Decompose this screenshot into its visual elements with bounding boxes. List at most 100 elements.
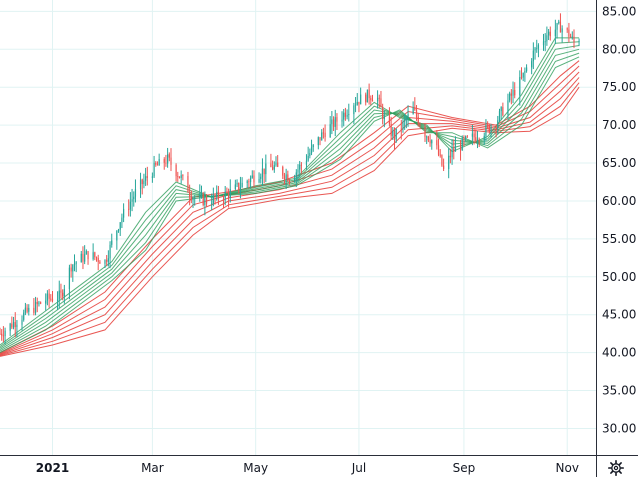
long-ma-line: [0, 86, 580, 357]
y-tick-label: 45.00: [602, 308, 636, 322]
candle-body: [524, 71, 526, 73]
candle-body: [46, 293, 49, 301]
candle-body: [498, 111, 501, 121]
candle-body: [329, 124, 331, 138]
candle-body: [21, 319, 23, 325]
candle-body: [117, 229, 120, 231]
candle-body: [182, 175, 184, 177]
candle-body: [568, 29, 570, 37]
candle-body: [249, 177, 252, 183]
candle-body: [12, 322, 15, 328]
candle-body: [187, 176, 189, 193]
candle-body: [395, 128, 397, 140]
candle-body: [226, 191, 228, 193]
candle-body: [1, 333, 3, 336]
candle-body: [571, 36, 573, 38]
candle-body: [106, 260, 108, 262]
candle-body: [222, 198, 225, 200]
y-tick-label: 30.00: [602, 421, 636, 435]
candle-body: [392, 130, 394, 136]
candle-body: [288, 180, 291, 182]
candle-body: [224, 191, 226, 200]
long-ma-line: [0, 65, 580, 354]
candle-body: [419, 123, 421, 127]
candle-body: [85, 251, 87, 255]
candle-body: [107, 258, 109, 262]
candle-body: [204, 197, 206, 206]
candle-body: [156, 164, 159, 166]
y-tick-label: 50.00: [602, 270, 636, 284]
long-ma-line: [0, 82, 580, 357]
candle-body: [272, 167, 274, 170]
y-tick-label: 85.00: [602, 4, 636, 18]
short-ma-line: [0, 48, 580, 351]
candle-body: [487, 124, 489, 126]
candle-body: [95, 257, 98, 258]
candle-body: [217, 191, 220, 199]
candle-body: [466, 136, 468, 138]
chart-settings-button[interactable]: [596, 458, 636, 477]
candle-body: [561, 28, 563, 33]
x-tick-label: Jul: [351, 461, 366, 475]
candle-body: [158, 159, 160, 166]
candle-body: [178, 176, 181, 178]
candle-body: [556, 23, 558, 30]
candlesticks: [0, 13, 580, 345]
candle-body: [134, 189, 137, 197]
x-tick-label: Mar: [141, 461, 164, 475]
candle-body: [200, 194, 203, 195]
candle-body: [344, 112, 347, 117]
candle-body: [322, 132, 324, 134]
candle-body: [307, 155, 309, 161]
candle-body: [324, 132, 326, 138]
candle-body: [300, 164, 302, 166]
candle-body: [151, 176, 153, 178]
candle-body: [536, 48, 538, 50]
candle-body: [153, 162, 155, 177]
candle-body: [478, 139, 480, 141]
candle-body: [414, 107, 416, 110]
candle-body: [285, 174, 287, 180]
candle-body: [50, 298, 52, 300]
candle-body: [241, 182, 243, 188]
candle-body: [94, 252, 96, 258]
candle-body: [332, 119, 335, 127]
candle-body: [0, 333, 1, 335]
candle-body: [348, 114, 350, 115]
candle-body: [449, 155, 451, 158]
candle-body: [441, 155, 443, 166]
x-tick-label: Nov: [556, 461, 579, 475]
short-moving-averages: [0, 37, 580, 354]
y-tick-label: 80.00: [602, 42, 636, 56]
candle-body: [253, 175, 255, 183]
candle-body: [68, 267, 71, 290]
candle-body: [73, 263, 76, 265]
candle-body: [426, 136, 428, 138]
candle-body: [175, 164, 177, 177]
candle-body: [121, 217, 123, 223]
candle-body: [131, 199, 133, 202]
candle-body: [558, 21, 560, 24]
candle-body: [104, 260, 106, 264]
candle-body: [546, 35, 548, 42]
candle-body: [490, 126, 492, 132]
candle-body: [378, 97, 380, 99]
candle-body: [554, 29, 556, 37]
y-tick-label: 65.00: [602, 156, 636, 170]
candle-body: [180, 175, 182, 178]
candle-body: [542, 41, 545, 46]
candle-body: [356, 101, 358, 105]
candle-body: [453, 148, 455, 152]
candle-body: [216, 191, 218, 198]
candle-body: [251, 175, 253, 178]
candle-body: [431, 140, 433, 144]
candle-body: [119, 222, 121, 230]
candle-body: [211, 203, 213, 205]
candle-body: [358, 101, 360, 105]
y-tick-label: 75.00: [602, 80, 636, 94]
candle-body: [192, 199, 194, 201]
candle-body: [128, 208, 130, 210]
candle-body: [238, 182, 240, 190]
candle-body: [145, 176, 147, 181]
